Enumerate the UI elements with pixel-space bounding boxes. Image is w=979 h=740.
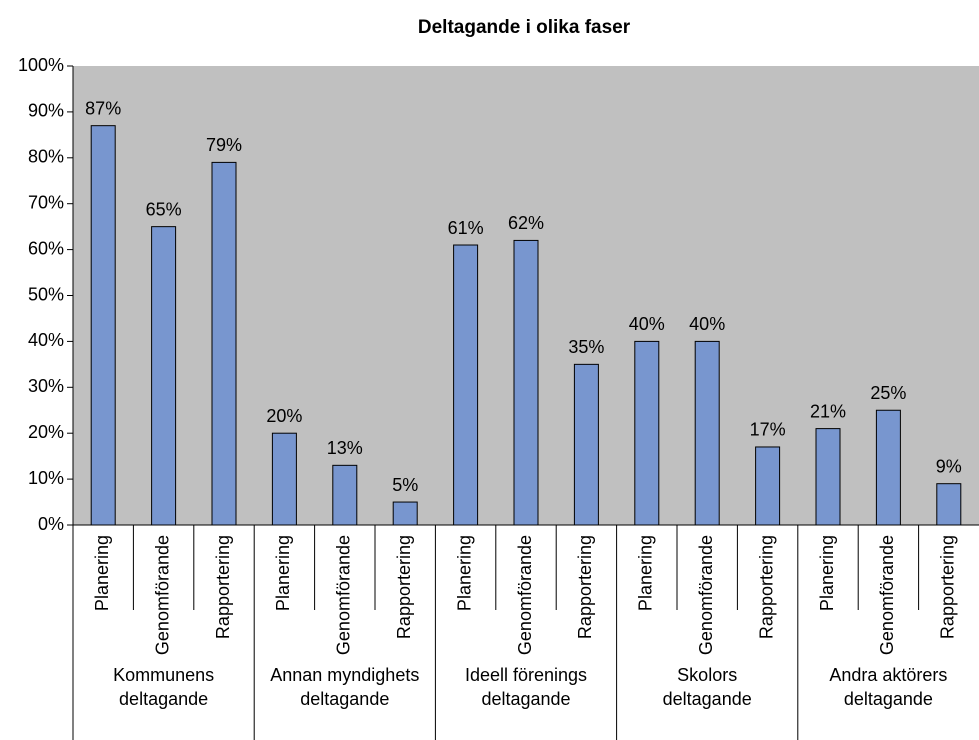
x-tick-label: Genomförande [334, 535, 354, 655]
data-label: 20% [266, 406, 302, 426]
data-label: 17% [750, 420, 786, 440]
x-tick-label: Genomförande [696, 535, 716, 655]
x-tick-label: Rapportering [756, 535, 776, 639]
y-tick-label: 60% [28, 238, 64, 258]
group-label: Skolors [677, 665, 737, 685]
group-label: deltagande [663, 689, 752, 709]
bar [755, 446, 781, 526]
y-tick-label: 100% [18, 55, 64, 75]
bar [936, 483, 962, 526]
data-label: 65% [146, 199, 182, 219]
y-tick-label: 50% [28, 284, 64, 304]
x-tick-label: Rapportering [394, 535, 414, 639]
group-label: deltagande [119, 689, 208, 709]
bar [875, 409, 901, 526]
y-tick-label: 40% [28, 330, 64, 350]
x-tick-label: Planering [92, 535, 112, 611]
data-label: 25% [870, 383, 906, 403]
group-label: Andra aktörers [829, 665, 947, 685]
bar [90, 125, 116, 526]
x-tick-label: Planering [273, 535, 293, 611]
x-tick-label: Planering [454, 535, 474, 611]
x-tick-label: Genomförande [152, 535, 172, 655]
y-tick-label: 20% [28, 422, 64, 442]
data-label: 9% [936, 456, 962, 476]
x-tick-label: Rapportering [575, 535, 595, 639]
x-tick-label: Genomförande [515, 535, 535, 655]
bar [513, 239, 539, 526]
x-tick-label: Genomförande [877, 535, 897, 655]
group-label: deltagande [300, 689, 389, 709]
y-tick-label: 80% [28, 147, 64, 167]
y-tick-label: 70% [28, 192, 64, 212]
bar [694, 340, 720, 526]
bar [815, 428, 841, 526]
group-label: Ideell förenings [465, 665, 587, 685]
data-label: 87% [85, 98, 121, 118]
y-tick-label: 90% [28, 101, 64, 121]
data-label: 61% [448, 218, 484, 238]
data-label: 5% [392, 475, 418, 495]
data-label: 40% [629, 314, 665, 334]
data-label: 62% [508, 213, 544, 233]
data-label: 79% [206, 135, 242, 155]
bar [151, 226, 177, 526]
group-label: Kommunens [113, 665, 214, 685]
group-label: deltagande [481, 689, 570, 709]
group-label: Annan myndighets [270, 665, 419, 685]
bar [634, 340, 660, 526]
bar [211, 161, 237, 526]
y-tick-label: 30% [28, 376, 64, 396]
x-tick-label: Rapportering [938, 535, 958, 639]
bar [573, 363, 599, 526]
bar [332, 464, 358, 526]
group-label: deltagande [844, 689, 933, 709]
bar [453, 244, 479, 526]
data-label: 13% [327, 438, 363, 458]
bar [271, 432, 297, 526]
data-label: 40% [689, 314, 725, 334]
data-label: 21% [810, 401, 846, 421]
x-tick-label: Planering [817, 535, 837, 611]
y-tick-label: 0% [38, 514, 64, 534]
data-label: 35% [568, 337, 604, 357]
x-tick-label: Planering [636, 535, 656, 611]
chart-title: Deltagande i olika faser [418, 17, 631, 38]
bar [392, 501, 418, 526]
x-tick-label: Rapportering [213, 535, 233, 639]
y-tick-label: 10% [28, 468, 64, 488]
